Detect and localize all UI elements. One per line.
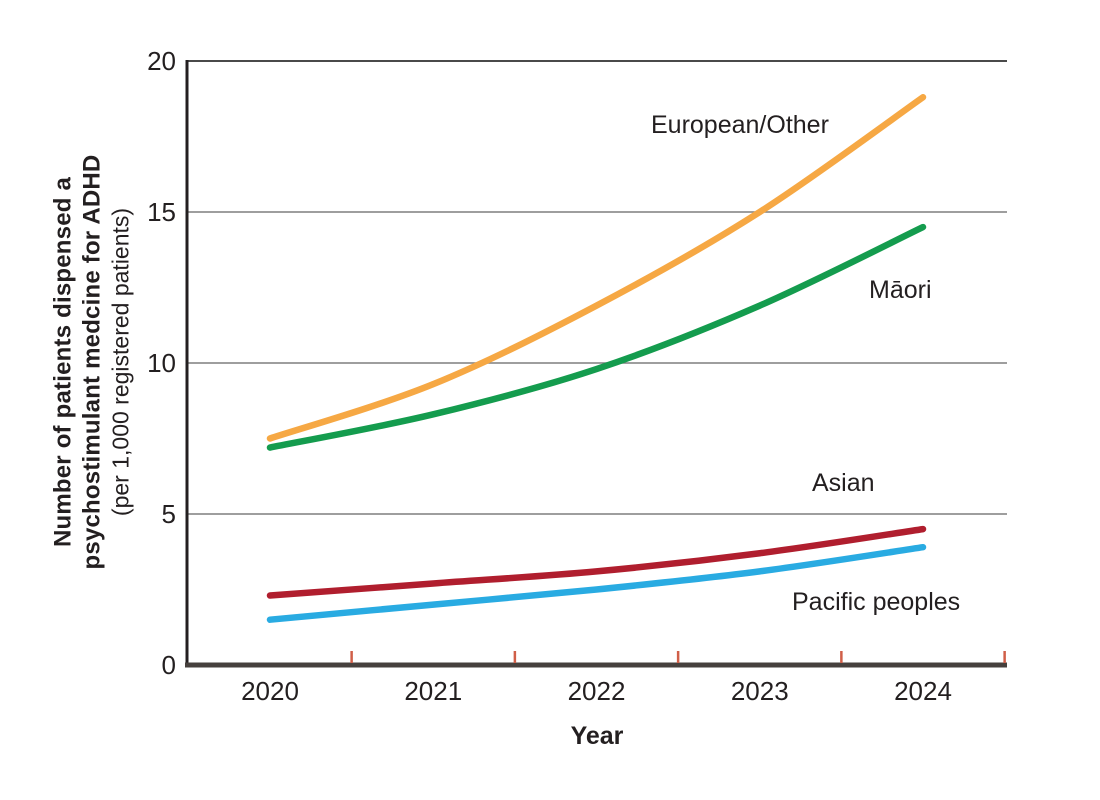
x-tick-label: 2021 <box>404 676 462 706</box>
x-tick-label: 2024 <box>894 676 952 706</box>
x-tick-label: 2020 <box>241 676 299 706</box>
series-label-european-other: European/Other <box>651 111 829 139</box>
series-line-european-other <box>266 93 927 442</box>
series-line-asian <box>266 525 927 599</box>
series-label-pacific-peoples: Pacific peoples <box>792 588 961 616</box>
x-tick-label: 2022 <box>568 676 626 706</box>
y-tick-label: 0 <box>162 650 176 680</box>
x-axis-title: Year <box>570 722 624 750</box>
y-tick-label: 10 <box>147 348 176 378</box>
x-tick-label: 2023 <box>731 676 789 706</box>
series-line-m-ori <box>266 223 927 451</box>
series-line-pacific-peoples <box>266 543 927 623</box>
y-tick-label: 15 <box>147 197 176 227</box>
series-label-asian: Asian <box>812 469 875 497</box>
y-tick-label: 20 <box>147 46 176 76</box>
series-label-maori: Māori <box>869 276 932 304</box>
y-tick-label: 5 <box>162 499 176 529</box>
